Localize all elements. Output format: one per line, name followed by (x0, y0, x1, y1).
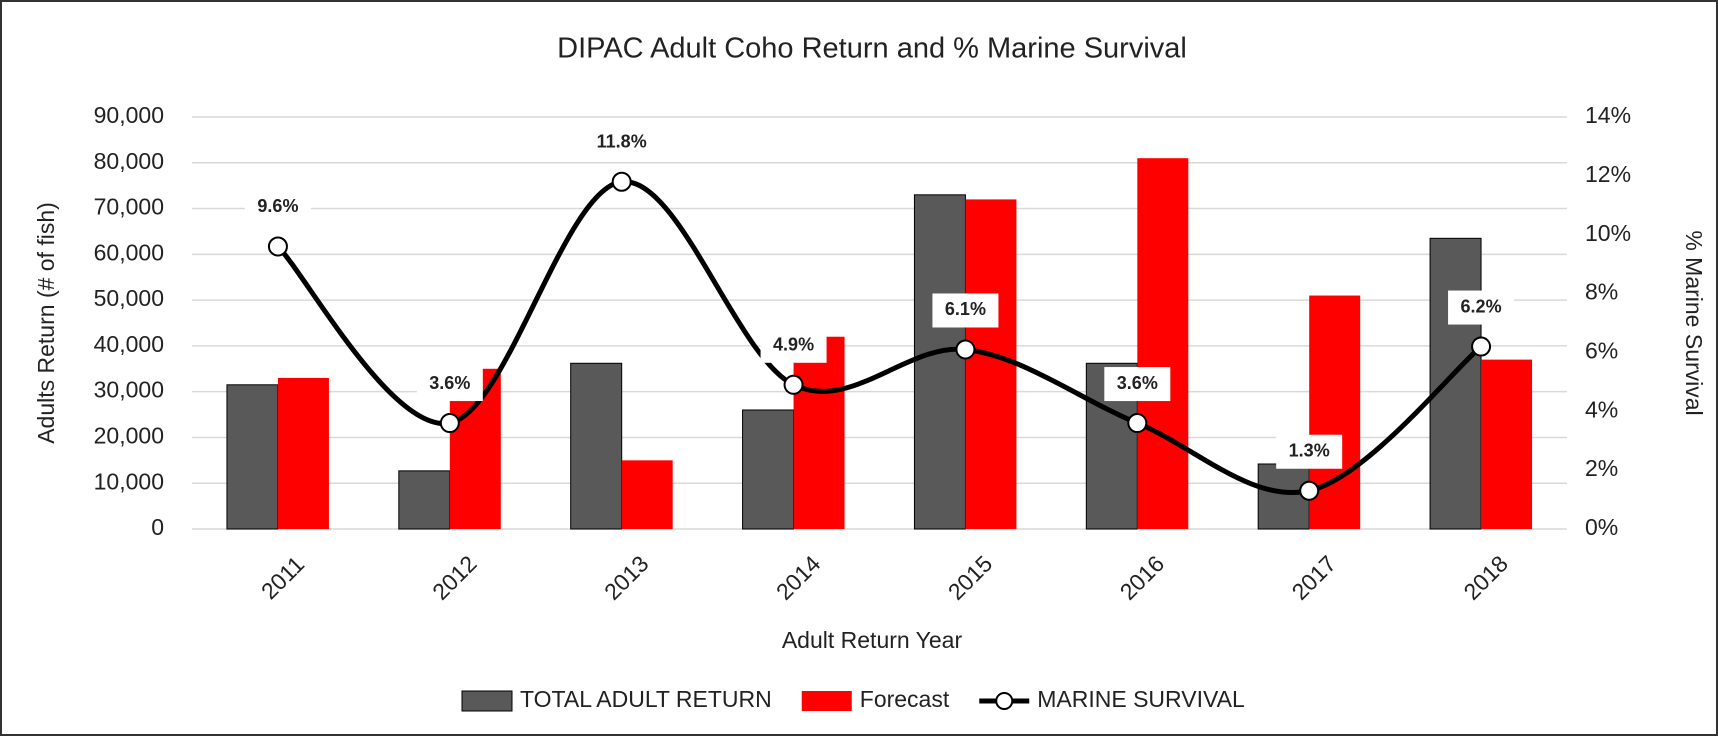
data-label-box (932, 293, 999, 328)
legend-label: TOTAL ADULT RETURN (520, 686, 772, 712)
y2-axis-title: % Marine Survival (1681, 230, 1707, 415)
legend-label: Forecast (860, 686, 950, 712)
y-tick-label: 60,000 (94, 239, 164, 265)
data-label: 11.8% (597, 131, 647, 151)
survival-marker (1127, 413, 1148, 434)
survival-marker (267, 236, 288, 257)
y-tick-label: 70,000 (94, 194, 164, 220)
y-tick-label: 90,000 (94, 102, 164, 128)
bar (1481, 359, 1533, 529)
y2-tick-label: 6% (1585, 338, 1618, 364)
legend-swatch (461, 690, 513, 712)
y-axis-title: Adults Return (# of fish) (33, 202, 59, 444)
survival-marker (611, 171, 632, 192)
x-axis-title: Adult Return Year (782, 627, 963, 653)
survival-marker (955, 339, 976, 360)
y-tick-label: 0 (151, 514, 164, 540)
survival-marker (1471, 336, 1492, 357)
y-tick-label: 50,000 (94, 285, 164, 311)
y-tick-label: 20,000 (94, 423, 164, 449)
y2-tick-label: 12% (1585, 161, 1631, 187)
bar (1429, 237, 1482, 530)
survival-line (276, 179, 1483, 495)
data-label: 4.9% (773, 335, 814, 355)
y-tick-label: 40,000 (94, 331, 164, 357)
survival-marker (783, 374, 804, 395)
survival-marker (439, 413, 460, 434)
bar (965, 199, 1017, 529)
legend-label: MARINE SURVIVAL (1037, 686, 1245, 712)
data-label-box (416, 367, 483, 402)
y2-tick-label: 10% (1585, 220, 1631, 246)
bar (570, 362, 623, 530)
bar (226, 384, 279, 530)
bar (621, 460, 673, 529)
data-label-box (244, 190, 311, 225)
y2-tick-label: 2% (1585, 455, 1618, 481)
bar (398, 470, 451, 530)
bar (793, 336, 845, 529)
data-label: 6.1% (945, 299, 986, 319)
y2-tick-label: 14% (1585, 102, 1631, 128)
data-label-box (1448, 290, 1515, 325)
legend-swatch (801, 691, 852, 711)
data-label-box (1104, 367, 1171, 402)
data-label-box (1276, 434, 1343, 469)
bar (913, 194, 966, 530)
data-label: 6.2% (1461, 296, 1502, 316)
data-label: 1.3% (1289, 440, 1330, 460)
bar (1137, 158, 1189, 529)
y-tick-label: 30,000 (94, 377, 164, 403)
bar (742, 409, 795, 530)
y2-tick-label: 0% (1585, 514, 1618, 540)
y2-tick-label: 4% (1585, 396, 1618, 422)
data-label-box (588, 125, 655, 160)
data-label: 9.6% (257, 196, 298, 216)
data-label: 3.6% (1117, 373, 1158, 393)
chart-title: DIPAC Adult Coho Return and % Marine Sur… (557, 33, 1187, 65)
data-label-box (760, 328, 827, 363)
bar (277, 377, 329, 529)
data-label: 3.6% (429, 373, 470, 393)
survival-marker (1299, 480, 1320, 501)
bar (1257, 463, 1310, 530)
legend-marker (995, 692, 1014, 710)
y-tick-label: 80,000 (94, 148, 164, 174)
y-tick-label: 10,000 (94, 468, 164, 494)
y2-tick-label: 8% (1585, 279, 1618, 305)
